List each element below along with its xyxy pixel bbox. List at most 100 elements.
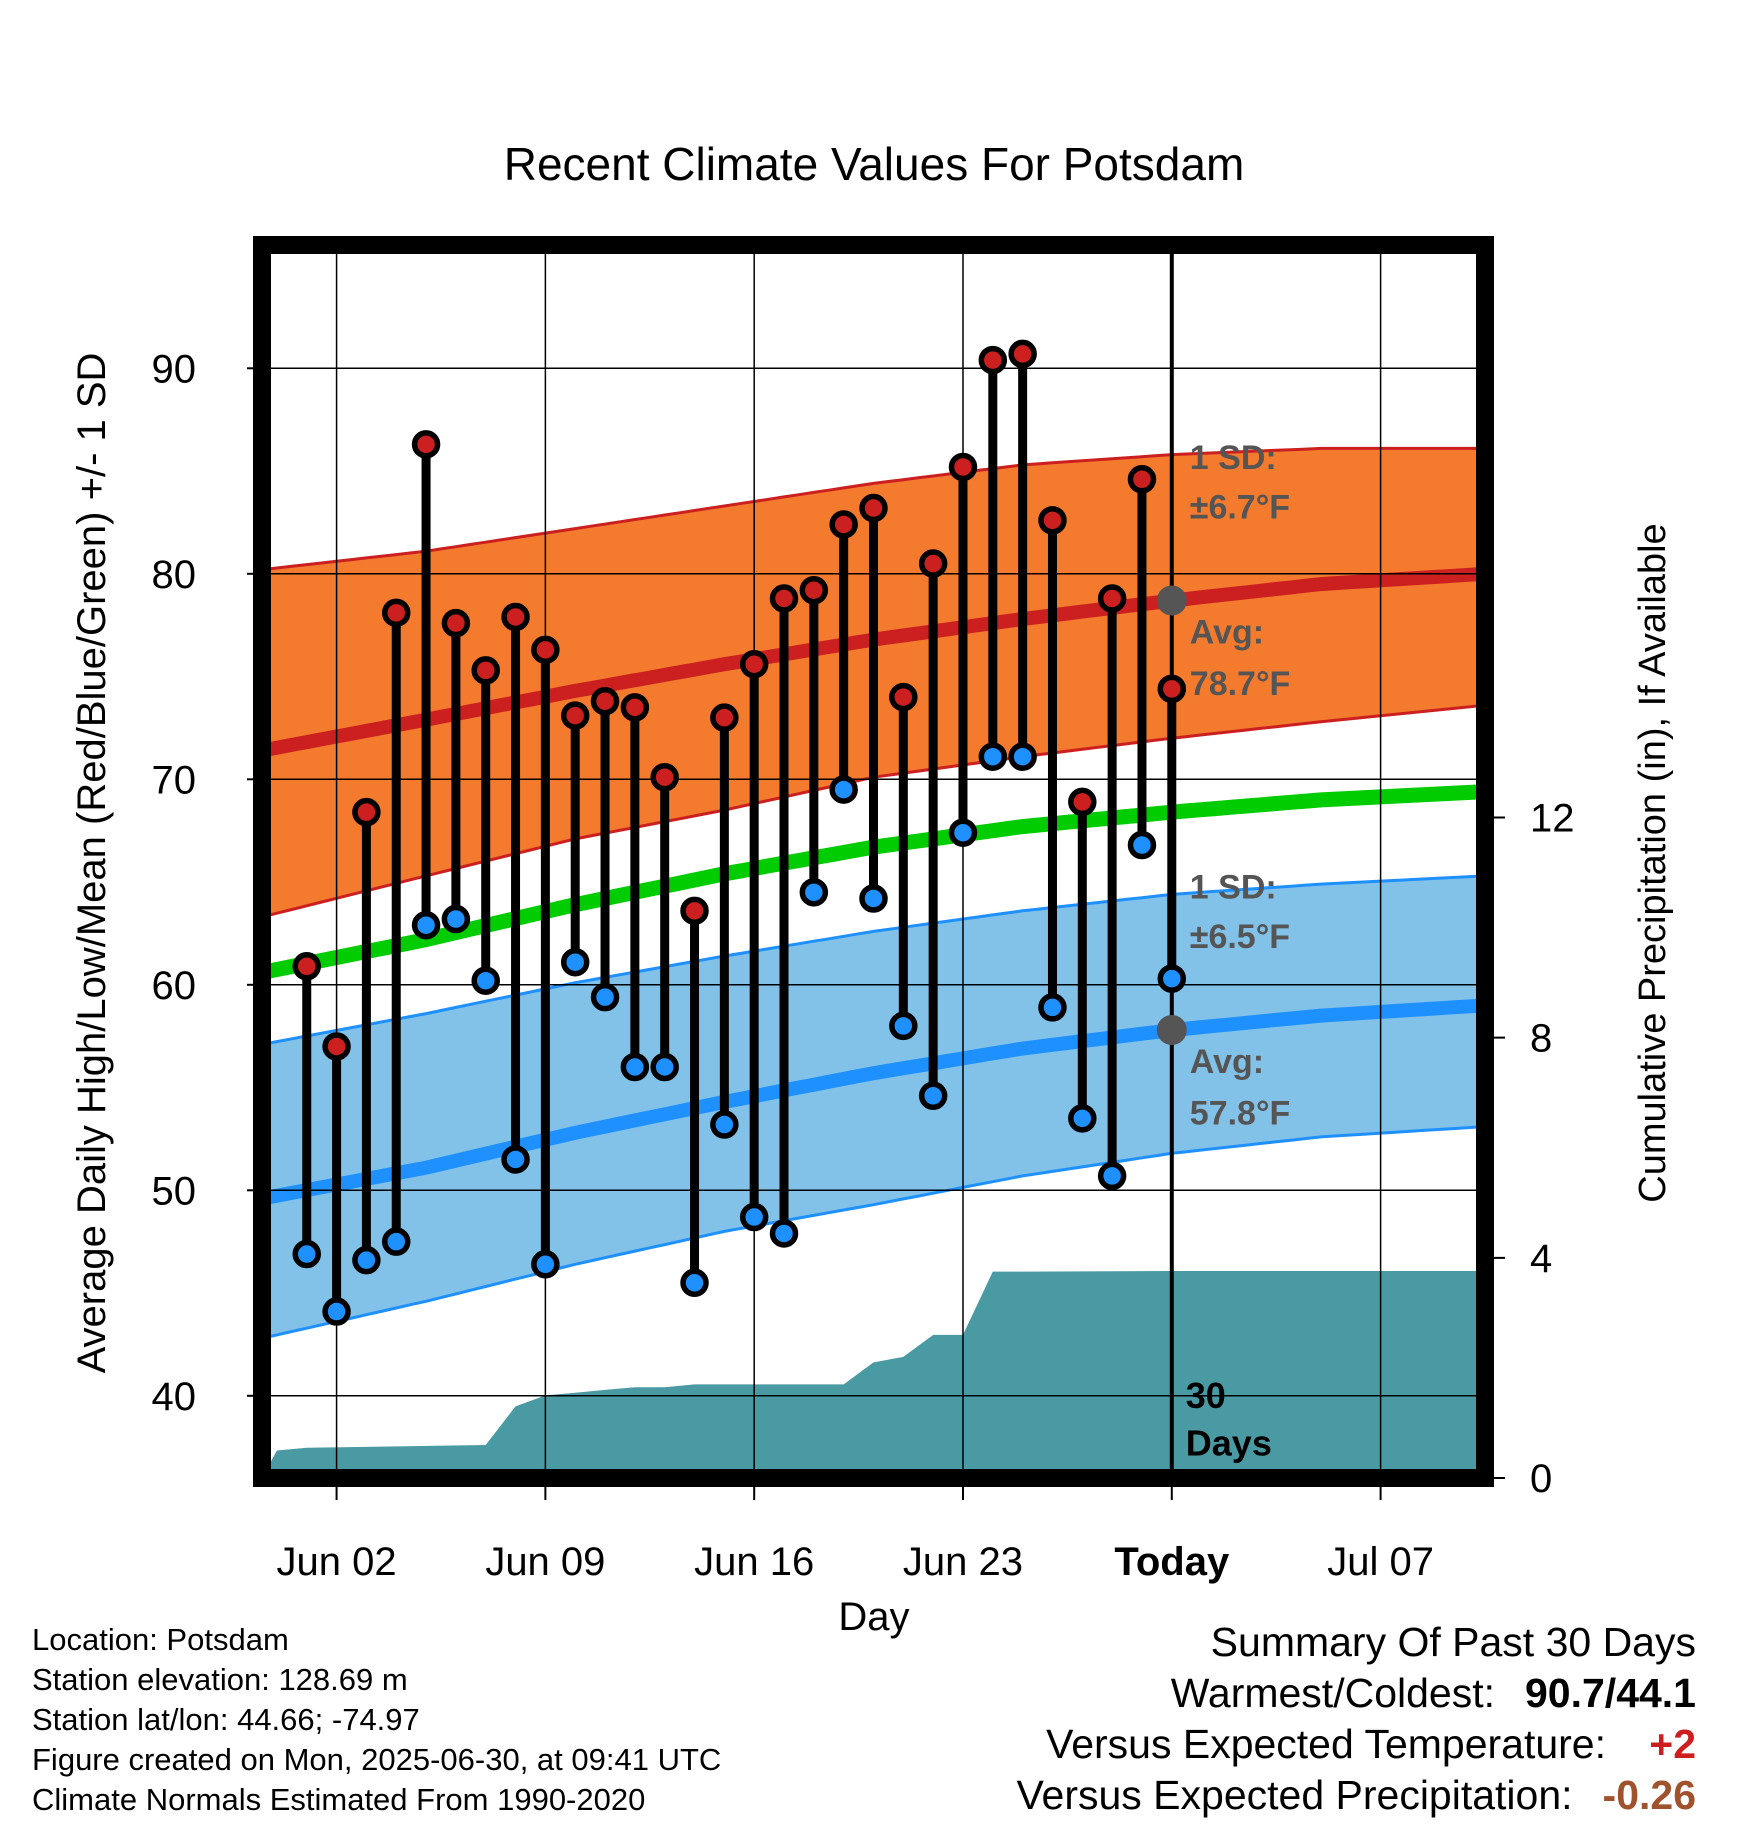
daily-high-point bbox=[501, 602, 530, 632]
daily-low-point bbox=[441, 904, 471, 934]
info-normals: Climate Normals Estimated From 1990-2020 bbox=[32, 1782, 646, 1817]
high-sd-upper-edge bbox=[262, 446, 1485, 572]
daily-high-point bbox=[471, 656, 500, 685]
y-tick-label: 60 bbox=[152, 964, 197, 1008]
daily-low-point bbox=[859, 884, 888, 913]
daily-high-point bbox=[322, 1032, 351, 1061]
daily-low-point bbox=[650, 1052, 679, 1082]
daily-high-point bbox=[1038, 506, 1067, 535]
daily-low-point bbox=[471, 966, 500, 995]
precip-area bbox=[262, 1271, 1485, 1478]
summary-warmest-row: Warmest/Coldest: 90.7/44.1 bbox=[1016, 1668, 1696, 1719]
daily-low-point bbox=[531, 1250, 560, 1279]
high-avg-label: Avg: bbox=[1190, 614, 1264, 652]
daily-high-point bbox=[560, 701, 590, 730]
y-axis-label: Average Daily High/Low/Mean (Red/Blue/Gr… bbox=[70, 353, 114, 1374]
x-tick-label: Jun 09 bbox=[485, 1540, 605, 1584]
daily-low-point bbox=[889, 1011, 918, 1041]
x-tick-label: Jun 23 bbox=[903, 1540, 1023, 1584]
high-sd-value: ±6.7°F bbox=[1190, 488, 1290, 526]
y-tick-label: 40 bbox=[152, 1375, 197, 1419]
annotations: 1 SD: ±6.7°F Avg: 78.7°F 1 SD: ±6.5°F Avg: 57.8… bbox=[1186, 439, 1291, 1463]
daily-high-point bbox=[799, 575, 829, 605]
daily-high-point bbox=[948, 452, 978, 482]
daily-high-point bbox=[680, 896, 709, 926]
daily-high-point bbox=[381, 598, 411, 628]
y-tick-label: 50 bbox=[152, 1169, 197, 1213]
x-tick-label: Jul 07 bbox=[1327, 1540, 1434, 1584]
summary-panel: Summary Of Past 30 Days Warmest/Coldest:… bbox=[1016, 1617, 1696, 1821]
daily-high-point bbox=[352, 797, 381, 827]
low-avg-label: Avg: bbox=[1190, 1043, 1264, 1081]
daily-low-point bbox=[590, 982, 620, 1012]
daily-low-point bbox=[560, 947, 590, 977]
days-count-label: 30 bbox=[1186, 1375, 1226, 1416]
daily-low-point bbox=[381, 1227, 411, 1256]
daily-low-point bbox=[411, 910, 441, 940]
y2-tick-label: 12 bbox=[1530, 796, 1575, 840]
daily-low-point bbox=[1157, 964, 1187, 993]
high-avg-value: 78.7°F bbox=[1190, 665, 1291, 703]
daily-high-point bbox=[859, 493, 888, 523]
daily-low-point bbox=[769, 1219, 799, 1248]
high-avg-marker bbox=[1156, 585, 1187, 616]
daily-low-point bbox=[978, 742, 1008, 771]
daily-low-point bbox=[829, 775, 858, 804]
y-tick-label: 90 bbox=[152, 347, 197, 391]
daily-low-point bbox=[739, 1202, 769, 1232]
daily-high-point bbox=[918, 549, 948, 578]
y2-tick-label: 4 bbox=[1530, 1237, 1552, 1281]
daily-low-point bbox=[948, 818, 978, 847]
daily-low-point bbox=[352, 1245, 381, 1275]
station-info: Location: Potsdam Station elevation: 128… bbox=[32, 1620, 721, 1820]
summary-temp-row: Versus Expected Temperature: +2 bbox=[1016, 1719, 1696, 1770]
low-avg-marker bbox=[1156, 1015, 1187, 1046]
daily-low-point bbox=[292, 1239, 321, 1269]
daily-low-point bbox=[322, 1297, 351, 1326]
daily-high-point bbox=[620, 693, 650, 722]
x-axis-label: Day bbox=[838, 1595, 909, 1639]
daily-low-point bbox=[918, 1081, 948, 1111]
summary-warmest-value: 90.7/44.1 bbox=[1525, 1670, 1696, 1716]
low-sd-value: ±6.5°F bbox=[1190, 918, 1290, 956]
days-unit-label: Days bbox=[1186, 1422, 1272, 1463]
summary-temp-value: +2 bbox=[1649, 1721, 1696, 1767]
x-tick-label: Today bbox=[1114, 1540, 1230, 1584]
info-created: Figure created on Mon, 2025-06-30, at 09… bbox=[32, 1742, 722, 1777]
daily-high-point bbox=[978, 345, 1008, 375]
y2-tick-label: 8 bbox=[1530, 1017, 1552, 1061]
daily-high-point bbox=[769, 584, 799, 613]
daily-low-point bbox=[1068, 1104, 1097, 1133]
y2-axis-label: Cumulative Precipitation (in), If Availa… bbox=[1632, 523, 1674, 1202]
chart-title: Recent Climate Values For Potsdam bbox=[504, 138, 1245, 190]
summary-precip-label: Versus Expected Precipitation: bbox=[1016, 1772, 1573, 1818]
low-sd-upper-edge bbox=[262, 874, 1485, 1046]
summary-warmest-label: Warmest/Coldest: bbox=[1170, 1670, 1495, 1716]
daily-low-point bbox=[710, 1110, 739, 1139]
daily-high-point bbox=[1127, 465, 1157, 494]
y-tick-label: 70 bbox=[152, 758, 197, 802]
daily-low-point bbox=[501, 1145, 530, 1174]
daily-high-point bbox=[1068, 787, 1097, 817]
daily-high-point bbox=[739, 649, 769, 679]
daily-high-point bbox=[889, 682, 918, 712]
daily-high-point bbox=[590, 686, 620, 716]
daily-low-point bbox=[799, 878, 829, 907]
daily-high-point bbox=[1008, 339, 1037, 369]
y2-tick-label: 0 bbox=[1530, 1457, 1552, 1501]
info-location: Location: Potsdam bbox=[32, 1622, 289, 1657]
daily-high-point bbox=[1157, 674, 1187, 704]
info-elevation: Station elevation: 128.69 m bbox=[32, 1662, 408, 1697]
high-sd-label: 1 SD: bbox=[1190, 439, 1277, 477]
cumulative-precip-area bbox=[262, 1271, 1485, 1478]
low-sd-band bbox=[262, 875, 1485, 1339]
daily-low-point bbox=[1097, 1161, 1127, 1191]
daily-high-point bbox=[650, 762, 679, 792]
daily-high-point bbox=[1097, 584, 1127, 613]
plot-border bbox=[253, 236, 1494, 1487]
low-sd-label: 1 SD: bbox=[1190, 868, 1277, 906]
daily-high-point bbox=[292, 952, 321, 981]
summary-precip-row: Versus Expected Precipitation: -0.26 bbox=[1016, 1770, 1696, 1821]
summary-title: Summary Of Past 30 Days bbox=[1210, 1619, 1696, 1665]
